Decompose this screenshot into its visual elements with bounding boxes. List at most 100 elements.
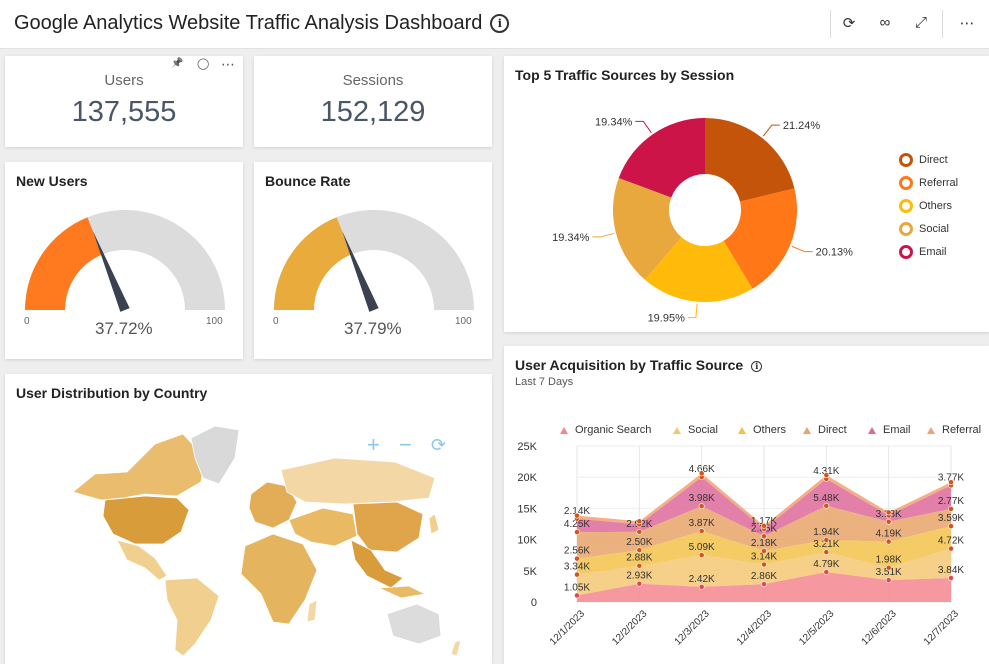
data-point[interactable] [885,538,892,545]
data-point[interactable] [948,545,954,552]
donut-slice[interactable] [705,118,795,202]
data-point[interactable] [761,522,767,529]
legend-item[interactable]: Email [899,245,958,268]
info-icon[interactable]: i [490,14,510,33]
gauge-max-label: 100 [455,316,472,327]
donut-slice[interactable] [644,237,753,302]
area-series[interactable] [577,548,951,596]
legend-label[interactable]: Organic Search [575,424,651,436]
map-region-greenland[interactable] [190,425,240,485]
data-point[interactable] [885,564,892,571]
map-region-indonesia[interactable] [378,585,427,599]
data-point[interactable] [823,549,830,555]
more-icon[interactable]: ⋯ [959,15,975,32]
map-region-middle-east[interactable] [288,507,358,547]
donut-slice[interactable] [613,177,682,280]
data-point[interactable] [698,528,705,534]
data-point[interactable] [948,505,954,512]
data-point[interactable] [761,581,767,588]
data-point[interactable] [636,562,643,569]
map-card: User Distribution by Country + − ⟳ [5,374,492,664]
legend-item[interactable]: Others [899,199,958,222]
comment-icon[interactable]: ◯ [197,58,210,70]
map-region-australia[interactable] [386,603,442,645]
data-point[interactable] [948,479,954,486]
sessions-card: Sessions 152,129 [254,56,492,147]
map-region-usa[interactable] [102,495,190,545]
donut-slice[interactable] [723,188,797,289]
data-point[interactable] [948,575,954,581]
data-point[interactable] [761,533,767,540]
slice-leader-line [687,303,698,319]
data-point[interactable] [636,529,643,535]
legend-item[interactable]: Referral [899,176,958,199]
map-region-canada[interactable] [72,433,206,501]
area-series[interactable] [577,572,951,602]
y-tick-label: 25K [517,441,537,453]
legend-label[interactable]: Social [688,424,718,436]
legend-label[interactable]: Others [753,424,787,436]
map-region-south-america[interactable] [164,577,220,657]
data-point[interactable] [761,548,767,554]
donut-slice[interactable] [618,117,705,198]
data-point[interactable] [636,580,643,587]
gauge-fill [274,217,352,310]
data-point[interactable] [885,518,892,525]
gauge-min-label: 0 [24,316,30,327]
zoom-out-icon[interactable]: − [399,432,412,457]
map-region-china[interactable] [352,501,424,553]
data-point[interactable] [698,470,705,477]
legend-label[interactable]: Referral [942,424,981,436]
data-point[interactable] [823,537,830,543]
area-series[interactable] [577,477,951,537]
data-point[interactable] [885,577,892,583]
data-label: 3.59K [938,513,964,524]
map-region-africa[interactable] [240,533,318,625]
reset-map-icon[interactable]: ⟳ [431,435,447,455]
refresh-icon[interactable]: ⟳ [842,15,856,32]
data-point[interactable] [574,512,580,519]
bounce-rate-card: Bounce Rate 0 100 37.79% [254,162,492,359]
legend-label[interactable]: Email [883,424,911,436]
pin-icon[interactable]: 📌 [171,58,184,69]
data-label: 2.42K [689,574,715,585]
area-series[interactable] [577,505,951,559]
data-point[interactable] [823,502,830,509]
info-icon[interactable]: i [751,361,763,372]
data-point[interactable] [823,569,830,576]
map-region-madagascar[interactable] [306,599,318,623]
area-series[interactable] [577,526,951,575]
map-region-russia[interactable] [280,457,436,505]
world-map[interactable] [5,374,492,664]
data-point[interactable] [636,547,643,554]
map-region-mexico[interactable] [116,539,168,581]
map-region-india[interactable] [350,539,404,589]
data-label: 2.50K [626,537,652,548]
legend-label[interactable]: Direct [818,424,847,436]
data-point[interactable] [574,571,580,578]
data-point[interactable] [636,518,643,525]
view-icon[interactable]: ∞ [879,14,891,31]
y-tick-label: 20K [517,472,537,484]
users-label: Users [104,72,144,89]
data-label: 2.14K [564,506,590,517]
data-point[interactable] [698,552,705,559]
data-point[interactable] [574,529,580,536]
data-point[interactable] [823,472,830,479]
data-point[interactable] [574,592,580,599]
data-point[interactable] [948,523,954,530]
gauge-value: 37.79% [344,319,402,338]
legend-item[interactable]: Social [899,222,958,245]
data-point[interactable] [698,583,705,590]
data-point[interactable] [698,503,705,510]
legend-item[interactable]: Direct [899,153,958,176]
zoom-in-icon[interactable]: + [367,432,380,457]
map-region-new-zealand[interactable] [450,639,462,657]
data-point[interactable] [885,509,892,516]
data-point[interactable] [574,555,580,562]
map-region-japan[interactable] [428,513,440,535]
data-point[interactable] [761,561,767,568]
more-icon[interactable]: ⋯ [221,56,235,72]
slice-label: 19.95% [648,313,686,325]
expand-icon[interactable]: ⤢ [914,14,927,31]
